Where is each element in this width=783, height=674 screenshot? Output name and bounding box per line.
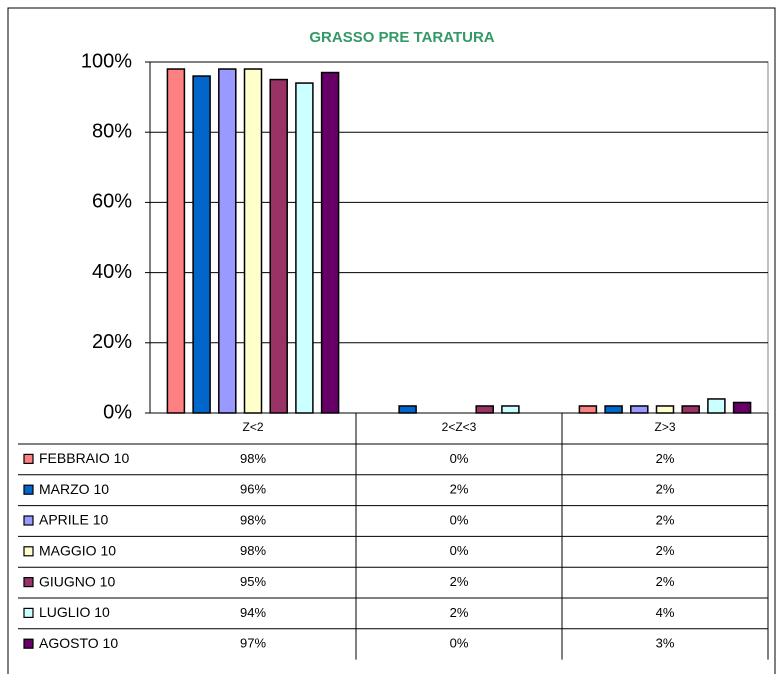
legend-key [23, 607, 34, 619]
legend-label: LUGLIO 10 [39, 604, 110, 620]
table-value: 3% [656, 636, 675, 651]
y-tick-label: 100% [81, 50, 132, 72]
x-tick-label: 2<Z<3 [442, 420, 477, 434]
legend-label: APRILE 10 [39, 512, 108, 528]
legend-key [23, 576, 34, 588]
table-value: 96% [240, 482, 266, 497]
table-value: 2% [656, 574, 675, 589]
legend-key [23, 484, 34, 495]
bar [320, 71, 340, 414]
legend-key [23, 638, 34, 649]
bar [732, 401, 752, 414]
bar [398, 405, 417, 414]
bar [655, 405, 675, 414]
x-tick-label: Z>3 [654, 420, 675, 434]
legend-key [23, 515, 34, 526]
table-value: 2% [656, 451, 675, 466]
x-tick-label: Z<2 [242, 420, 263, 434]
table-value: 95% [240, 574, 266, 589]
table-value: 2% [450, 605, 469, 620]
bar [295, 82, 314, 414]
chart-frame [7, 7, 776, 674]
table-value: 0% [450, 451, 469, 466]
bar [243, 68, 263, 414]
table-value: 0% [450, 543, 469, 558]
legend-label: GIUGNO 10 [39, 573, 115, 589]
table-value: 0% [450, 512, 469, 527]
legend-label: FEBBRAIO 10 [39, 450, 129, 466]
table-value: 2% [656, 482, 675, 497]
bar [630, 405, 649, 414]
y-tick-label: 0% [103, 401, 132, 423]
table-value: 94% [240, 605, 266, 620]
bar [475, 405, 494, 414]
bar [269, 78, 288, 414]
y-tick-label: 40% [92, 261, 132, 283]
legend-label: MARZO 10 [39, 481, 109, 497]
table-value: 97% [240, 636, 266, 651]
table-value: 98% [240, 451, 266, 466]
table-value: 4% [656, 605, 675, 620]
bar [218, 68, 237, 414]
y-tick-label: 80% [92, 120, 132, 142]
legend-key [23, 546, 34, 557]
bar [192, 75, 211, 414]
legend-label: AGOSTO 10 [39, 635, 118, 651]
table-value: 98% [240, 543, 266, 558]
table-value: 2% [450, 574, 469, 589]
bar [166, 68, 186, 414]
table-value: 2% [656, 543, 675, 558]
y-tick-label: 20% [92, 331, 132, 353]
y-tick-label: 60% [92, 191, 132, 213]
table-value: 0% [450, 636, 469, 651]
legend-label: MAGGIO 10 [39, 543, 116, 559]
bar [501, 405, 520, 414]
chart-title: GRASSO PRE TARATURA [309, 29, 494, 46]
bar [707, 398, 726, 414]
bar [681, 405, 700, 414]
table-value: 2% [450, 482, 469, 497]
table-value: 2% [656, 512, 675, 527]
bar [604, 405, 623, 414]
table-value: 98% [240, 512, 266, 527]
legend-key [23, 453, 34, 464]
bar [578, 405, 598, 414]
